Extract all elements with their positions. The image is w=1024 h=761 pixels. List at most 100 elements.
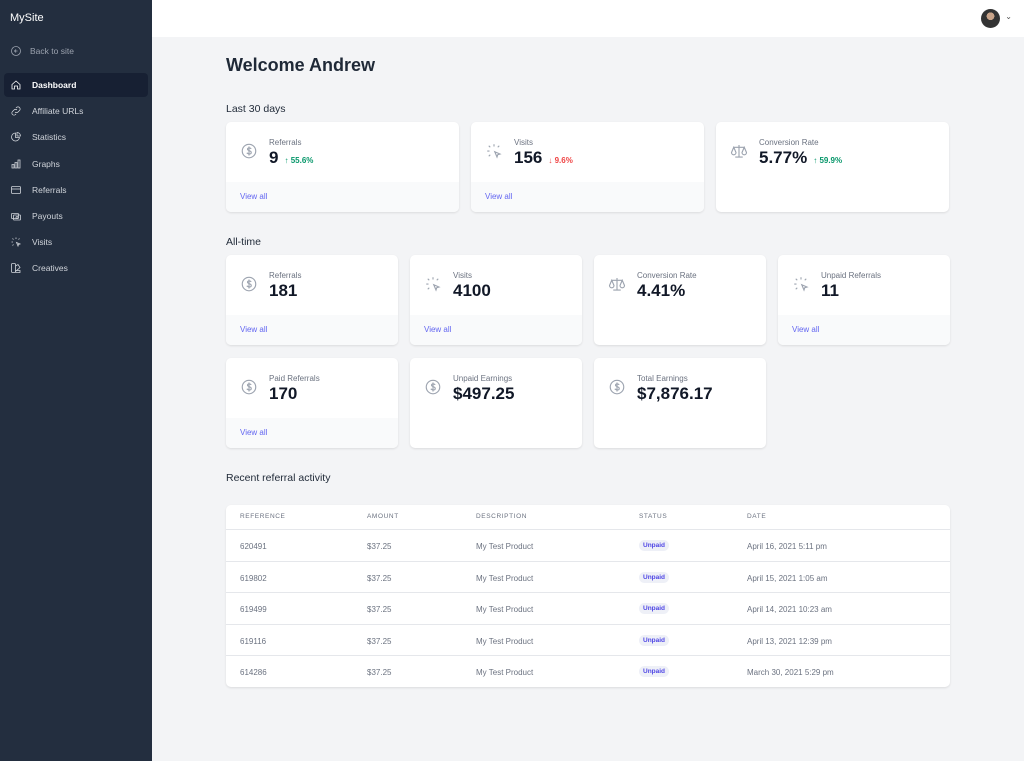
change-value: 55.6% (290, 156, 314, 165)
stat-card-unpaid-earnings: Unpaid Earnings $497.25 (410, 358, 582, 448)
table-row[interactable]: 619116 $37.25 My Test Product Unpaid April 1… (226, 623, 950, 656)
sidebar-item-dashboard[interactable]: Dashboard (4, 73, 148, 97)
currency-dollar-icon (425, 379, 441, 395)
stat-label: Total Earnings (637, 374, 688, 383)
sidebar-item-creatives[interactable]: Creatives (4, 256, 148, 280)
stat-card-conversion-rate: Conversion Rate 5.77% ↑ 59.9% (716, 122, 949, 212)
date-cell: April 16, 2021 5:11 pm (747, 542, 827, 551)
reference-cell: 619116 (240, 636, 267, 646)
table-row[interactable]: 619802 $37.25 My Test Product Unpaid April 1… (226, 560, 950, 593)
pie-chart-icon (11, 132, 21, 142)
table-row[interactable]: 619499 $37.25 My Test Product Unpaid April 1… (226, 592, 950, 624)
reference-cell: 619802 (240, 573, 267, 583)
scale-icon (730, 145, 748, 158)
stat-value: 5.77% (759, 148, 808, 167)
card-footer: View all (226, 418, 398, 448)
arrow-circle-left-icon (11, 46, 21, 56)
stat-value-wrap: $7,876.17 (637, 384, 713, 404)
page-title: Welcome Andrew (226, 55, 376, 75)
view-all-link[interactable]: View all (240, 192, 268, 201)
chevron-down-icon[interactable]: ⌄ (1005, 12, 1012, 21)
link-icon (11, 106, 21, 116)
change-value: 59.9% (819, 156, 843, 165)
date-cell: April 13, 2021 12:39 pm (747, 636, 832, 646)
sidebar-item-visits[interactable]: Visits (4, 230, 148, 254)
sidebar-item-label: Graphs (32, 158, 60, 169)
view-all-link[interactable]: View all (240, 325, 268, 334)
stat-value-wrap: 11 (821, 281, 839, 301)
back-to-site-link[interactable]: Back to site (10, 45, 74, 57)
currency-dollar-icon (241, 379, 257, 395)
stat-label: Referrals (269, 138, 302, 147)
change-indicator: ↑ 59.9% (813, 156, 843, 165)
stat-value-wrap: 170 (269, 384, 297, 404)
stat-label: Paid Referrals (269, 374, 320, 383)
card-footer: View all (471, 182, 704, 212)
scale-icon (608, 278, 626, 291)
credit-card-icon (11, 185, 21, 194)
home-icon (11, 80, 21, 90)
table-row[interactable]: 614286 $37.25 My Test Product Unpaid March 3… (226, 655, 950, 687)
stat-card-referrals: Referrals 181 View all (226, 255, 398, 345)
table-row[interactable]: 620491 $37.25 My Test Product Unpaid April 1… (226, 529, 950, 561)
view-all-link[interactable]: View all (424, 325, 452, 334)
sidebar-item-referrals[interactable]: Referrals (4, 178, 148, 202)
section-recent-activity: Recent referral activity (226, 472, 331, 484)
stat-label: Unpaid Referrals (821, 271, 882, 280)
sidebar-item-payouts[interactable]: Payouts (4, 204, 148, 228)
currency-dollar-icon (241, 276, 257, 292)
currency-dollar-icon (241, 143, 257, 159)
stat-value-wrap: 5.77% ↑ 59.9% (759, 148, 842, 168)
column-header[interactable]: AMOUNT (367, 513, 399, 520)
sidebar-item-label: Dashboard (32, 80, 77, 90)
view-all-link[interactable]: View all (240, 428, 268, 437)
stat-card-visits: Visits 4100 View all (410, 255, 582, 345)
sidebar-item-statistics[interactable]: Statistics (4, 125, 148, 149)
stat-value: 181 (269, 281, 298, 300)
stat-value: $497.25 (453, 384, 515, 403)
stat-card-paid-referrals: Paid Referrals 170 View all (226, 358, 398, 448)
sidebar-item-label: Referrals (32, 184, 67, 195)
sidebar-item-label: Affiliate URLs (32, 106, 84, 117)
description-cell: My Test Product (476, 636, 534, 646)
column-header[interactable]: STATUS (639, 513, 668, 520)
column-header[interactable]: REFERENCE (240, 513, 286, 520)
amount-cell: $37.25 (367, 668, 392, 678)
sidebar-item-graphs[interactable]: Graphs (4, 152, 148, 176)
column-header[interactable]: DESCRIPTION (476, 513, 528, 520)
change-value: 9.6% (554, 156, 573, 165)
stat-card-referrals: Referrals 9 ↑ 55.6% View all (226, 122, 459, 212)
column-header[interactable]: DATE (747, 513, 767, 520)
card-footer: View all (778, 315, 950, 345)
currency-dollar-icon (609, 379, 625, 395)
stat-value-wrap: 9 ↑ 55.6% (269, 148, 313, 168)
date-cell: April 14, 2021 10:23 am (747, 605, 832, 615)
sidebar-item-affiliate-urls[interactable]: Affiliate URLs (4, 99, 148, 123)
stat-label: Conversion Rate (759, 138, 819, 147)
section-all-time: All-time (226, 236, 262, 248)
brand: MySite (10, 12, 44, 24)
card-footer: View all (410, 315, 582, 345)
cursor-click-icon (426, 277, 441, 292)
view-all-link[interactable]: View all (792, 325, 820, 334)
description-cell: My Test Product (476, 573, 534, 583)
sidebar-nav: Dashboard Affiliate URLs Statistics Graphs R… (4, 73, 148, 283)
stat-value-wrap: 181 (269, 281, 297, 301)
amount-cell: $37.25 (367, 573, 392, 583)
view-all-link[interactable]: View all (485, 192, 513, 201)
stat-label: Visits (453, 271, 472, 280)
status-badge-cell: Unpaid (639, 634, 670, 646)
sidebar: MySite Back to site Dashboard Affiliate U… (0, 0, 152, 761)
reference-cell: 619499 (240, 605, 267, 615)
stat-value: 11 (821, 281, 839, 300)
reference-cell: 620491 (240, 542, 267, 551)
description-cell: My Test Product (476, 668, 534, 678)
avatar[interactable] (981, 9, 1000, 28)
amount-cell: $37.25 (367, 636, 392, 646)
cursor-click-icon (794, 277, 809, 292)
stat-card-total-earnings: Total Earnings $7,876.17 (594, 358, 766, 448)
back-label: Back to site (30, 46, 74, 56)
stat-label: Unpaid Earnings (453, 374, 513, 383)
stat-value-wrap: 4.41% (637, 281, 685, 301)
cash-icon (11, 213, 21, 221)
